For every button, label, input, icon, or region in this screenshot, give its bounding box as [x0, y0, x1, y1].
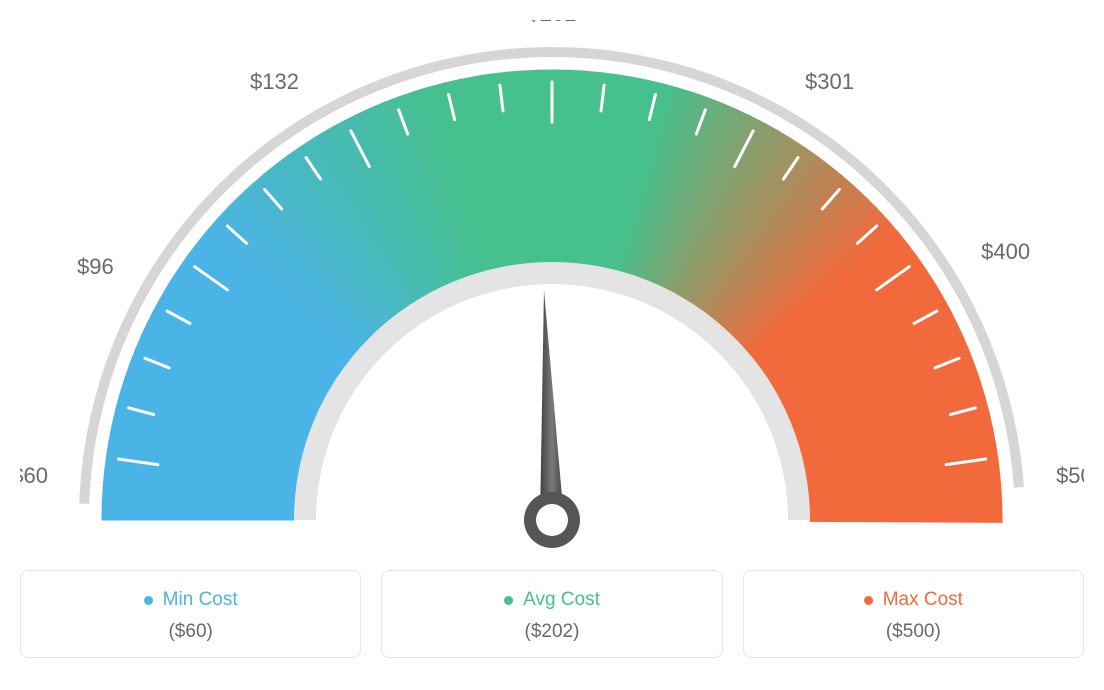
legend-min: Min Cost ($60) — [20, 570, 361, 658]
legend-min-value: ($60) — [31, 621, 350, 643]
gauge-scale-label: $96 — [77, 254, 114, 279]
gauge-scale-label: $400 — [981, 239, 1030, 264]
dot-icon — [144, 596, 153, 605]
legend-avg-label-text: Avg Cost — [523, 589, 600, 611]
gauge-scale-label: $132 — [250, 69, 299, 94]
legend-avg: Avg Cost ($202) — [381, 570, 722, 658]
gauge-scale-label: $202 — [528, 20, 577, 26]
legend-min-label: Min Cost — [144, 589, 238, 611]
dot-icon — [864, 596, 873, 605]
legend-row: Min Cost ($60) Avg Cost ($202) Max Cost … — [20, 570, 1084, 658]
cost-gauge: $60 $96 $132 $202 $301 $400 $500 — [20, 20, 1084, 560]
legend-max: Max Cost ($500) — [743, 570, 1084, 658]
gauge-scale-label: $500 — [1056, 463, 1084, 488]
legend-avg-label: Avg Cost — [504, 589, 600, 611]
legend-max-label-text: Max Cost — [883, 589, 963, 611]
legend-max-label: Max Cost — [864, 589, 963, 611]
legend-max-value: ($500) — [754, 621, 1073, 643]
legend-avg-value: ($202) — [392, 621, 711, 643]
dot-icon — [504, 596, 513, 605]
gauge-svg: $60 $96 $132 $202 $301 $400 $500 — [20, 20, 1084, 560]
gauge-scale-label: $60 — [20, 463, 48, 488]
legend-min-label-text: Min Cost — [163, 589, 238, 611]
gauge-scale-label: $301 — [805, 69, 854, 94]
